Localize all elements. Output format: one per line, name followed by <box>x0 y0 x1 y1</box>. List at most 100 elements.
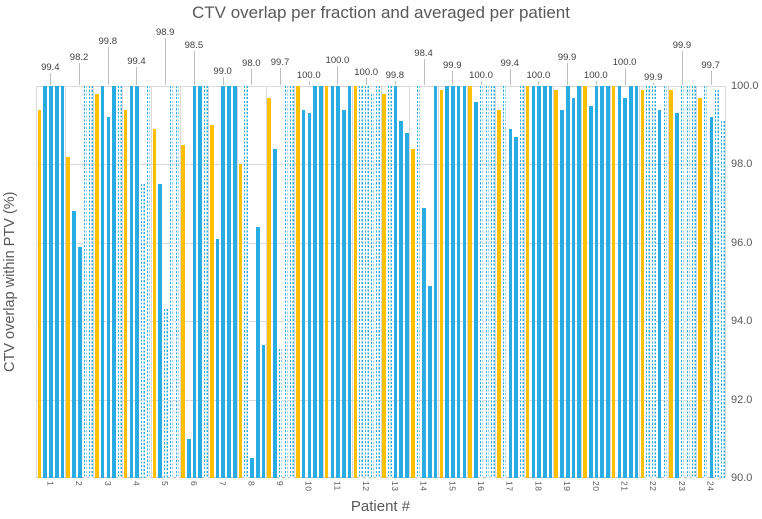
fraction-bar <box>336 86 340 478</box>
x-tick-label: 16 <box>475 481 486 492</box>
fraction-bar <box>365 86 369 478</box>
fraction-bar <box>416 86 421 478</box>
fraction-bar <box>491 86 495 478</box>
average-bar <box>209 125 214 478</box>
average-bar <box>267 97 271 478</box>
average-data-label: 100.0 <box>612 57 637 68</box>
fraction-bar <box>129 86 134 478</box>
data-label-leader-line <box>624 68 626 85</box>
average-data-label: 98.0 <box>242 58 261 69</box>
data-label-leader-line <box>79 63 81 85</box>
average-data-label: 99.0 <box>213 66 232 77</box>
average-bar <box>353 86 358 478</box>
average-data-label: 100.0 <box>325 55 350 66</box>
vertical-gridline <box>236 86 238 478</box>
average-bar <box>238 164 243 478</box>
vertical-gridline <box>437 86 439 478</box>
average-data-label: 99.9 <box>557 52 577 63</box>
fraction-bar <box>657 109 662 478</box>
vertical-gridline <box>466 86 468 478</box>
fraction-bar <box>387 86 392 478</box>
fraction-bar <box>135 86 139 478</box>
chart-title: CTV overlap per fraction and averaged pe… <box>191 3 570 22</box>
fraction-bar <box>663 86 668 478</box>
vertical-gridline <box>409 86 411 478</box>
data-label-leader-line <box>366 78 368 85</box>
fraction-bar <box>692 86 696 478</box>
fraction-bar <box>60 86 65 478</box>
fraction-bar <box>542 86 547 478</box>
x-tick-label: 4 <box>131 481 142 487</box>
fraction-bar <box>204 86 208 478</box>
fraction-bar <box>606 86 610 478</box>
average-bar <box>152 129 157 478</box>
fraction-bar <box>376 86 381 478</box>
fraction-bar <box>462 86 467 478</box>
x-tick-label: 13 <box>389 481 400 492</box>
average-bar <box>37 109 42 478</box>
average-data-label: 99.8 <box>98 36 118 47</box>
x-tick-label: 3 <box>102 481 113 487</box>
average-bar <box>468 86 472 478</box>
fraction-bar <box>520 86 524 478</box>
data-label-leader-line <box>50 73 52 85</box>
average-data-label: 99.4 <box>41 62 60 73</box>
fraction-bar <box>514 136 518 478</box>
fraction-bar <box>422 207 426 478</box>
data-label-leader-line <box>251 69 253 85</box>
x-tick-label: 1 <box>45 481 56 487</box>
fraction-bar <box>709 117 714 478</box>
vertical-gridline <box>265 86 267 478</box>
fraction-bar <box>319 86 323 478</box>
fraction-bar <box>313 86 317 478</box>
fraction-bar <box>508 129 513 478</box>
x-tick-label: 7 <box>217 481 228 487</box>
data-label-leader-line <box>595 81 597 85</box>
vertical-gridline <box>122 86 124 478</box>
average-data-label: 99.9 <box>443 60 462 71</box>
y-tick-label: 90.0 <box>731 472 753 484</box>
y-tick-label: 96.0 <box>731 236 753 249</box>
average-bar <box>497 109 501 478</box>
fraction-bar <box>215 238 220 478</box>
y-tick-label: 100.0 <box>731 80 759 92</box>
fraction-bar <box>359 86 363 478</box>
fraction-bar <box>232 86 237 478</box>
x-tick-label: 17 <box>504 481 515 492</box>
vertical-gridline <box>581 86 583 478</box>
fraction-bar <box>54 86 59 478</box>
x-tick-label: 11 <box>332 481 343 491</box>
vertical-gridline <box>294 86 296 478</box>
data-label-leader-line <box>280 68 282 85</box>
data-label-leader-line <box>538 81 540 85</box>
plot-area <box>36 86 726 478</box>
fraction-bar <box>83 86 88 478</box>
vertical-gridline <box>351 86 353 478</box>
average-bar <box>410 148 415 478</box>
fraction-bar <box>703 86 708 478</box>
x-tick-label: 24 <box>705 481 716 492</box>
fraction-bar <box>680 86 685 478</box>
fraction-bar <box>646 86 650 478</box>
fraction-bar <box>548 86 553 478</box>
fraction-bar <box>405 133 409 478</box>
fraction-bar <box>634 86 639 478</box>
vertical-gridline <box>696 86 698 478</box>
data-label-leader-line <box>710 71 712 85</box>
data-label-leader-line <box>681 51 683 85</box>
fraction-bar <box>175 86 180 478</box>
average-bar <box>669 89 673 478</box>
average-bar <box>181 144 185 478</box>
average-data-label: 99.4 <box>500 58 519 69</box>
average-data-label: 99.8 <box>385 70 405 81</box>
average-data-label: 100.0 <box>296 70 321 81</box>
fraction-bar <box>715 89 719 478</box>
x-tick-label: 2 <box>74 481 85 487</box>
vertical-gridline <box>638 86 640 478</box>
fraction-bar <box>192 86 197 478</box>
average-data-label: 100.0 <box>583 70 608 81</box>
average-data-label: 100.0 <box>469 70 493 81</box>
fraction-bar <box>577 86 582 478</box>
x-tick-label: 10 <box>303 481 314 492</box>
